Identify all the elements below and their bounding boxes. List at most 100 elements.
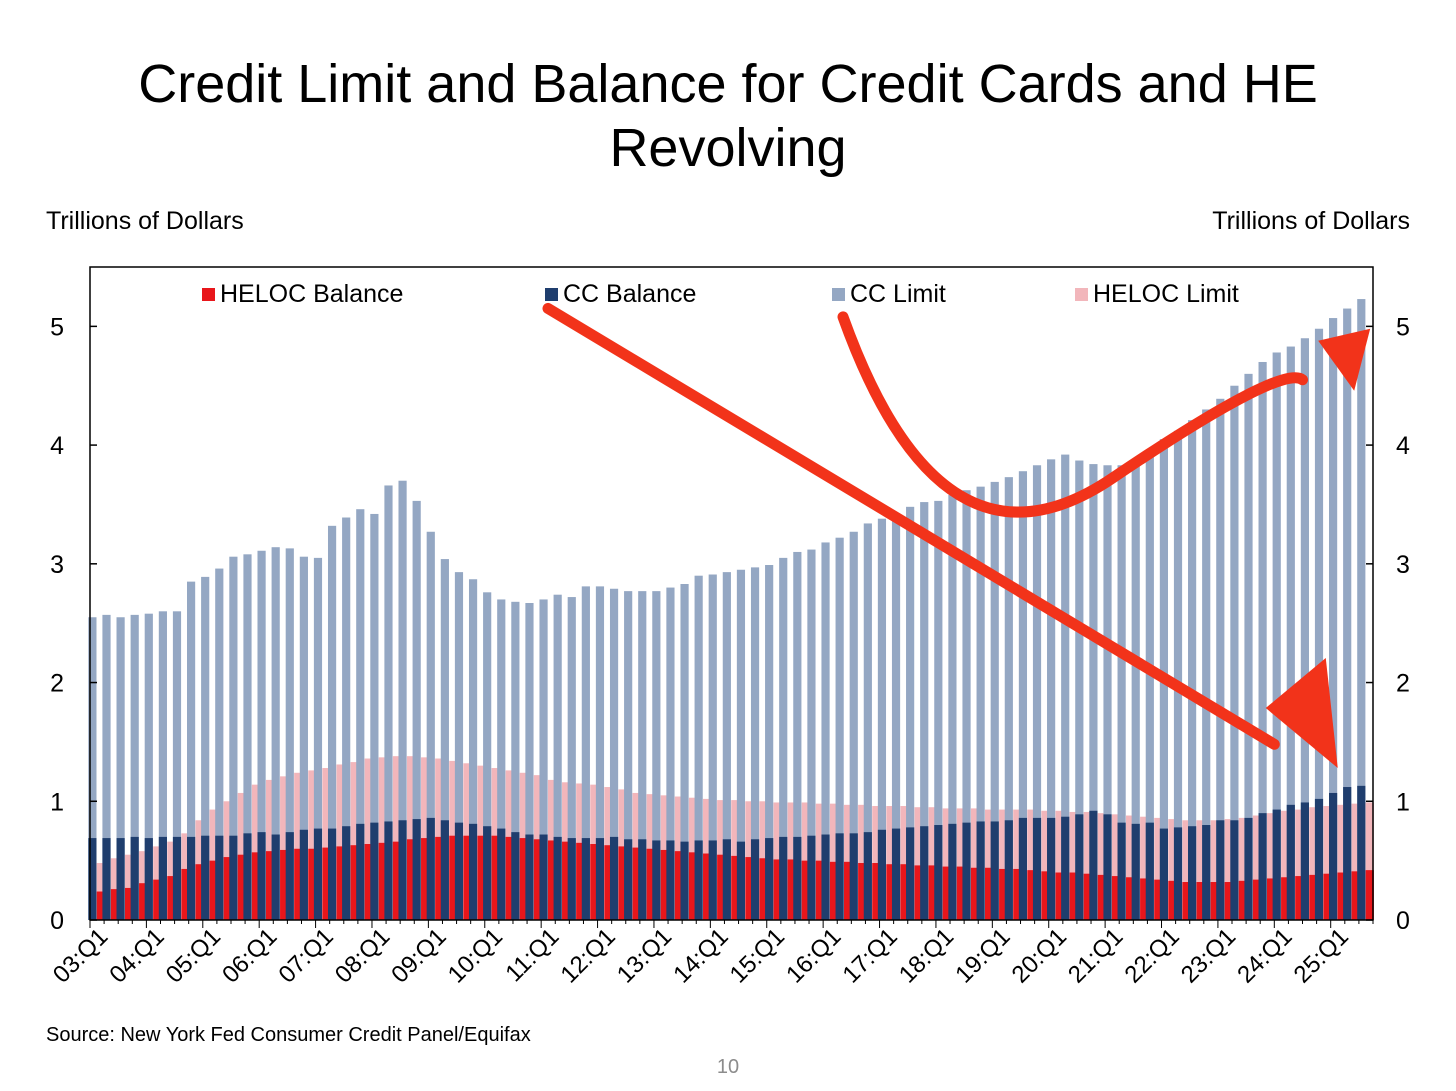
heloc-balance-bar — [336, 846, 345, 920]
cc-balance-bar — [680, 841, 689, 920]
legend-label: CC Limit — [850, 280, 946, 308]
heloc-limit-bar — [251, 784, 261, 920]
x-tick-label: 05:Q1 — [161, 923, 226, 988]
heloc-limit-bar — [1224, 819, 1233, 920]
heloc-balance-bar — [96, 891, 105, 920]
cc-balance-bar — [976, 821, 985, 920]
heloc-limit-bar — [392, 756, 402, 920]
heloc-balance-bar — [364, 844, 373, 920]
heloc-limit-bar — [1027, 809, 1036, 920]
cc-balance-bar — [327, 828, 337, 920]
x-tick-label: 14:Q1 — [668, 923, 733, 988]
cc-balance-bar — [342, 826, 351, 920]
heloc-balance-bar — [1224, 882, 1233, 920]
x-tick-label: 10:Q1 — [443, 923, 508, 988]
cc-limit-bar — [666, 587, 675, 920]
cc-limit-bar — [327, 525, 337, 920]
curved-arrow-head — [1318, 328, 1371, 391]
right-y-axis: 0 1 2 3 4 5 — [1366, 313, 1410, 935]
cc-balance-bar — [765, 838, 774, 920]
cc-balance-bar — [1216, 820, 1225, 920]
heloc-balance-bar — [717, 854, 726, 920]
heloc-balance-bar — [590, 844, 599, 920]
heloc-limit-bar — [985, 809, 994, 920]
cc-balance-bar — [440, 820, 449, 920]
heloc-balance-bar — [731, 855, 740, 920]
heloc-balance-bar — [703, 853, 712, 920]
cc-limit-bar — [454, 572, 464, 920]
cc-limit-bar — [1061, 454, 1070, 920]
cc-balance-bar — [370, 822, 379, 920]
cc-balance-bar — [285, 832, 294, 920]
legend-label: CC Balance — [563, 280, 697, 308]
cc-limit-bar — [468, 579, 478, 920]
heloc-limit-bar — [1351, 803, 1360, 920]
cc-limit-bar — [595, 586, 605, 920]
cc-limit-bar — [920, 502, 929, 920]
heloc-balance-bar — [1069, 872, 1078, 920]
cc-limit-bar — [807, 549, 816, 920]
cc-limit-bar — [1244, 373, 1253, 921]
heloc-balance-bar — [1351, 871, 1360, 920]
heloc-limit-bar — [1196, 820, 1205, 920]
cc-balance-bar — [398, 820, 407, 920]
y-tick-label-left: 1 — [50, 788, 64, 816]
heloc-balance-bar — [1013, 868, 1022, 920]
cc-balance-bar — [906, 827, 915, 920]
legend-item-heloc-limit: HELOC Limit — [1075, 280, 1239, 308]
cc-balance-bar — [1314, 798, 1324, 920]
cc-balance-bar — [229, 835, 238, 920]
cc-limit-bar — [863, 523, 872, 920]
cc-balance-bar — [172, 836, 182, 920]
heloc-balance-bar — [1111, 876, 1121, 920]
cc-balance-bar — [595, 838, 605, 920]
cc-limit-bar — [102, 614, 111, 920]
heloc-balance-bar — [124, 887, 134, 920]
heloc-balance-bar — [435, 836, 444, 920]
cc-balance-bar — [934, 825, 943, 920]
cc-balance-bar — [1047, 817, 1056, 920]
cc-limit-bar — [215, 568, 224, 920]
cc-limit-bar — [1004, 477, 1013, 920]
cc-balance-bar — [356, 823, 365, 920]
cc-balance-bar — [581, 838, 590, 920]
cc-limit-bar — [821, 542, 830, 920]
heloc-balance-bar — [392, 841, 402, 920]
y-tick-label-left: 3 — [50, 551, 64, 579]
heloc-balance-bar — [745, 857, 754, 920]
heloc-balance-bar — [999, 868, 1008, 920]
chart-title: Credit Limit and Balance for Credit Card… — [0, 52, 1456, 180]
heloc-limit-bar — [942, 808, 951, 920]
cc-limit-bar — [1286, 346, 1295, 920]
heloc-limit-bar — [1154, 817, 1163, 920]
cc-limit-bar — [779, 557, 788, 920]
heloc-balance-bar — [519, 838, 528, 920]
heloc-balance-bar — [1196, 882, 1205, 920]
cc-limit-bar — [525, 603, 534, 920]
cc-balance-bar — [483, 826, 492, 920]
cc-limit-bar — [257, 550, 266, 920]
cc-balance-bar — [708, 840, 717, 920]
cc-limit-bar — [906, 506, 915, 920]
heloc-balance-bar — [956, 866, 965, 920]
heloc-limit-bar — [1281, 810, 1290, 920]
heloc-balance-bar — [1125, 877, 1135, 920]
balance-bars-layer — [88, 785, 1374, 920]
x-tick-label: 17:Q1 — [838, 923, 903, 988]
cc-balance-bar — [468, 823, 478, 920]
heloc-balance-bar — [759, 858, 768, 920]
cc-limit-bar — [539, 599, 548, 920]
cc-limit-bar — [144, 613, 153, 920]
source-note: Source: New York Fed Consumer Credit Pan… — [46, 1024, 531, 1046]
heloc-balance-bar — [914, 865, 923, 920]
y-tick-label-right: 3 — [1396, 551, 1410, 579]
cc-limit-bar — [1216, 398, 1225, 920]
heloc-limit-bar — [956, 808, 965, 920]
heloc-limit-bar — [336, 764, 345, 920]
heloc-balance-bar — [167, 876, 176, 920]
heloc-balance-bar — [688, 852, 698, 920]
cc-limit-bar — [624, 591, 633, 920]
cc-limit-bar — [1145, 451, 1154, 920]
cc-limit-bar — [483, 592, 492, 920]
cc-limit-bar — [652, 591, 661, 920]
